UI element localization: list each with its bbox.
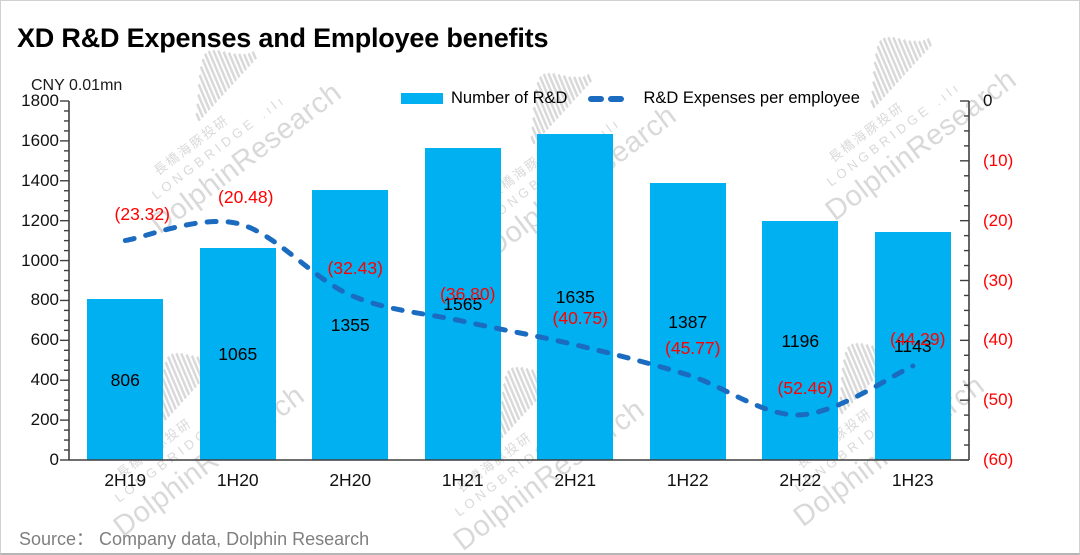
bar-value-label: 1065: [218, 343, 258, 364]
line-value-label: (23.32): [114, 203, 170, 224]
chart-title: XD R&D Expenses and Employee benefits: [17, 23, 549, 53]
right-axis-tick-label: (10): [983, 150, 1014, 170]
source-note: Source： Company data, Dolphin Research: [19, 529, 370, 549]
bar-value-label: 1387: [668, 311, 708, 332]
line-series-swatch-icon: [588, 95, 635, 102]
bar-series-swatch-icon: [401, 93, 443, 104]
line-value-label: (52.46): [777, 377, 833, 398]
line-value-label: (36.80): [440, 284, 496, 305]
bar-value-label: 1635: [555, 286, 595, 307]
bar-value-label: 1196: [781, 330, 820, 351]
left-axis-tick-label: 1400: [21, 170, 59, 190]
line-value-label: (20.48): [218, 186, 274, 207]
bar-value-label: 806: [110, 369, 140, 390]
left-axis-tick-label: 600: [30, 330, 59, 350]
x-axis-category-label: 1H21: [441, 470, 484, 490]
bar-series-legend-label: Number of R&D: [451, 89, 568, 107]
line-value-label: (45.77): [665, 337, 721, 358]
left-axis-tick-label: 1600: [21, 130, 59, 150]
right-axis-tick-label: 0: [983, 91, 993, 110]
x-axis-category-label: 2H21: [554, 470, 597, 490]
right-axis-tick-label: (60): [983, 450, 1014, 469]
left-axis-tick-label: 800: [30, 290, 59, 310]
left-axis-tick-label: 400: [30, 370, 59, 390]
left-axis-tick-label: 200: [30, 410, 59, 430]
right-axis-tick-label: (20): [983, 210, 1014, 230]
right-axis-tick-label: (30): [983, 270, 1014, 290]
chart-legend: Number of R&D R&D Expenses per employee: [401, 89, 860, 108]
x-axis-category-label: 1H22: [666, 470, 709, 490]
bar-value-label: 1355: [330, 314, 370, 335]
right-axis-tick-label: (40): [983, 330, 1014, 350]
right-axis-tick-label: (50): [983, 390, 1014, 410]
x-axis-category-label: 2H22: [779, 470, 822, 490]
line-value-label: (40.75): [552, 307, 608, 328]
x-axis-category-label: 1H23: [891, 470, 934, 490]
left-axis-tick-label: 0: [49, 450, 59, 469]
left-axis-tick-label: 1000: [21, 250, 59, 270]
line-value-label: (44.29): [890, 329, 946, 349]
left-axis-tick-label: 1200: [21, 210, 59, 230]
left-axis-unit-label: CNY 0.01mn: [31, 77, 123, 94]
line-value-label: (32.43): [327, 258, 383, 279]
x-axis-category-label: 2H20: [329, 470, 372, 490]
x-axis-category-label: 1H20: [216, 470, 259, 490]
x-axis-category-label: 2H19: [104, 470, 147, 490]
line-series-legend-label: R&D Expenses per employee: [643, 89, 860, 107]
left-axis-tick-label: 1800: [21, 91, 59, 110]
